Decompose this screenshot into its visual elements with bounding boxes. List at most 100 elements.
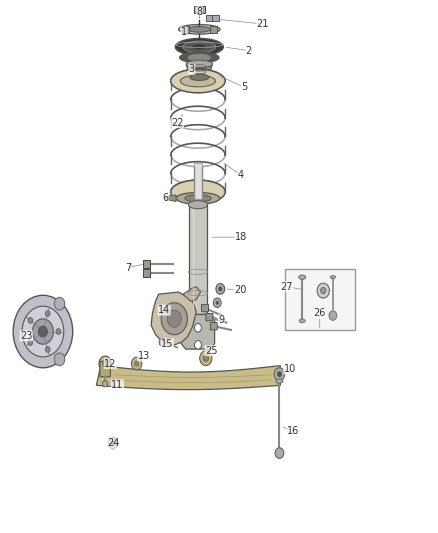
FancyBboxPatch shape [173,330,188,341]
FancyBboxPatch shape [143,260,150,268]
Ellipse shape [171,69,225,93]
Circle shape [200,351,212,366]
Text: 18: 18 [235,232,247,242]
Ellipse shape [299,275,306,279]
Text: 23: 23 [20,331,32,341]
Circle shape [161,303,187,335]
Polygon shape [96,366,280,390]
FancyBboxPatch shape [206,313,213,321]
Text: 26: 26 [314,309,326,318]
Ellipse shape [330,276,336,279]
Text: 6: 6 [162,193,169,203]
Circle shape [111,441,115,446]
Circle shape [277,372,282,377]
Ellipse shape [192,44,207,50]
Ellipse shape [180,75,215,87]
Ellipse shape [179,25,220,34]
Text: 7: 7 [125,263,131,272]
FancyBboxPatch shape [194,6,205,13]
Circle shape [321,287,326,294]
Ellipse shape [183,41,216,53]
Circle shape [274,368,285,381]
FancyBboxPatch shape [143,269,150,277]
Circle shape [99,356,111,371]
Ellipse shape [186,60,212,68]
Polygon shape [151,292,196,345]
Circle shape [28,340,33,345]
Circle shape [134,361,139,366]
Circle shape [22,306,64,357]
Text: 20: 20 [234,285,246,295]
Ellipse shape [171,180,225,204]
Bar [194,163,202,199]
Text: 3: 3 [189,64,195,74]
Circle shape [39,326,47,337]
Circle shape [216,284,225,294]
FancyBboxPatch shape [212,15,219,21]
Circle shape [317,283,329,298]
Text: 16: 16 [287,426,300,435]
Ellipse shape [188,27,211,32]
Text: 22: 22 [171,118,184,127]
Circle shape [102,360,108,367]
Circle shape [45,346,50,352]
Text: 2: 2 [246,46,252,55]
Circle shape [102,381,108,387]
Polygon shape [186,64,212,77]
FancyBboxPatch shape [210,26,217,33]
Text: 8: 8 [196,7,202,17]
Text: 9: 9 [218,315,224,325]
Circle shape [194,341,201,349]
Circle shape [28,318,33,324]
FancyBboxPatch shape [206,15,213,21]
Ellipse shape [188,201,208,209]
Text: 5: 5 [241,83,247,92]
Circle shape [219,287,222,291]
Ellipse shape [276,379,283,383]
Ellipse shape [190,74,209,80]
Text: 15: 15 [161,339,173,349]
Text: 24: 24 [107,439,119,448]
Circle shape [275,448,284,458]
Text: 11: 11 [111,380,124,390]
Ellipse shape [180,52,219,63]
Text: 13: 13 [138,351,150,361]
Text: 14: 14 [158,305,170,315]
Text: 21: 21 [257,19,269,29]
Circle shape [45,311,50,317]
Text: 12: 12 [104,359,117,368]
Circle shape [13,295,73,368]
Ellipse shape [175,38,223,55]
Circle shape [54,297,65,310]
Ellipse shape [299,319,305,322]
Circle shape [194,324,201,332]
Circle shape [203,355,208,361]
Polygon shape [183,287,201,301]
Ellipse shape [185,195,211,202]
Text: 27: 27 [281,282,293,292]
FancyBboxPatch shape [100,361,110,377]
Bar [189,199,207,314]
Text: 10: 10 [284,364,296,374]
Circle shape [329,311,337,320]
Circle shape [54,353,65,366]
Ellipse shape [176,192,220,204]
Circle shape [159,338,165,346]
Circle shape [131,357,142,370]
Text: 25: 25 [205,346,217,356]
Ellipse shape [188,54,210,61]
Circle shape [109,438,117,449]
Circle shape [56,329,61,334]
FancyBboxPatch shape [182,26,189,33]
Circle shape [213,298,221,308]
Text: 1: 1 [181,27,187,37]
Text: 4: 4 [238,170,244,180]
Polygon shape [181,314,215,349]
Circle shape [216,301,219,304]
FancyBboxPatch shape [201,304,208,312]
FancyBboxPatch shape [285,269,355,330]
FancyBboxPatch shape [210,322,217,330]
Circle shape [167,310,181,327]
Circle shape [32,319,53,344]
Polygon shape [165,195,176,201]
